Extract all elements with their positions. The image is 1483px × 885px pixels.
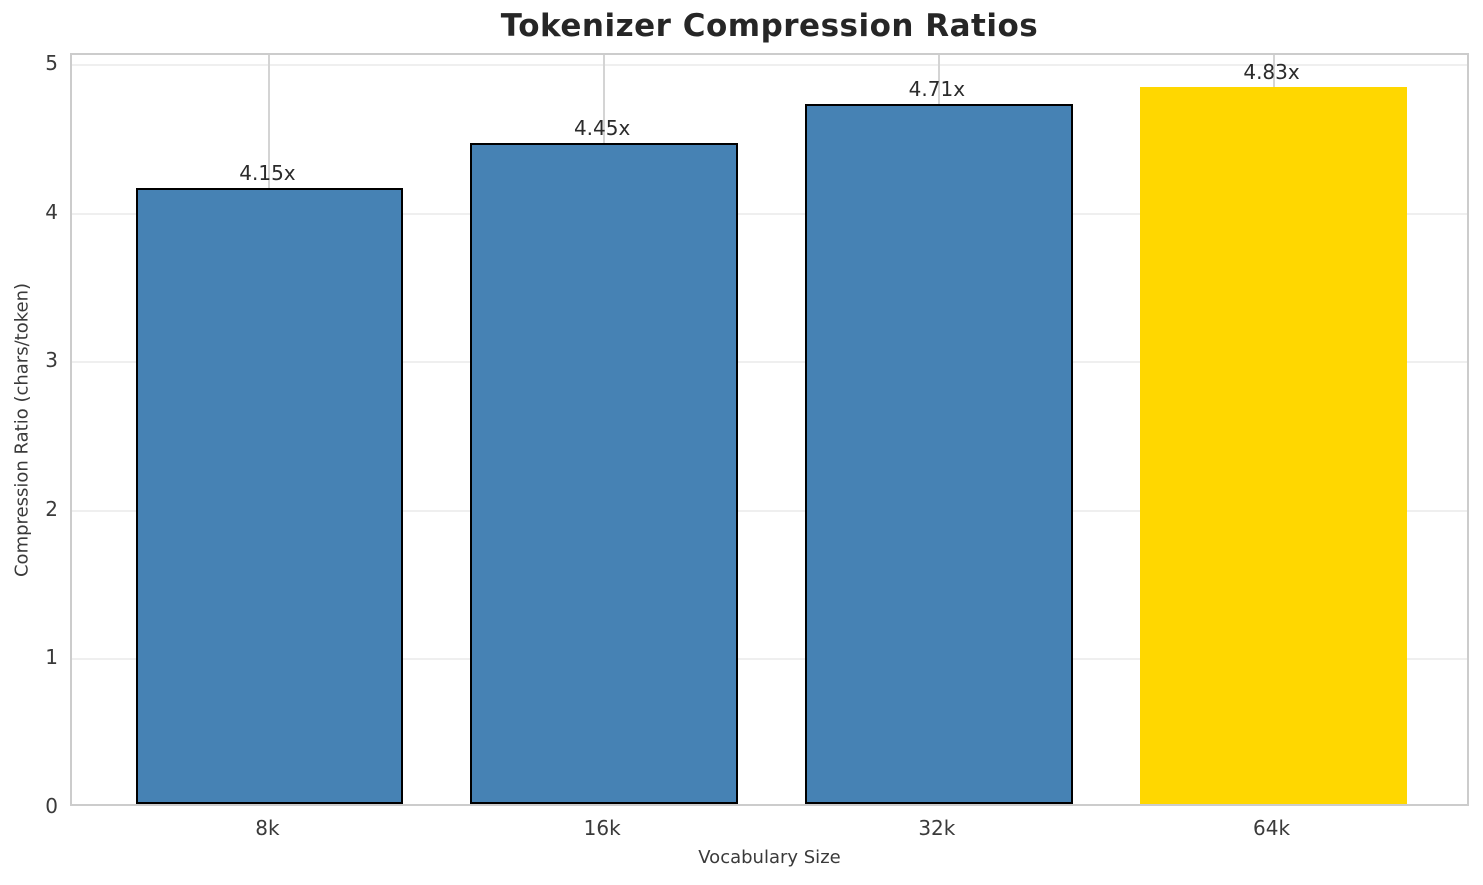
bar-value-label-16k: 4.45x: [573, 116, 631, 141]
x-tick-label-16k: 16k: [583, 816, 621, 840]
plot-area: [70, 53, 1469, 806]
x-axis-label: Vocabulary Size: [698, 847, 841, 868]
bar-8k: [135, 187, 404, 804]
y-tick-label-2: 2: [45, 496, 58, 521]
chart-title: Tokenizer Compression Ratios: [500, 8, 1039, 44]
hgridline-3: [72, 361, 1467, 364]
bar-value-label-32k: 4.71x: [908, 77, 966, 102]
y-tick-label-5: 5: [45, 51, 58, 76]
y-tick-label-4: 4: [45, 199, 58, 224]
y-tick-label-1: 1: [45, 645, 58, 670]
hgridline-5: [72, 64, 1467, 67]
y-tick-label-3: 3: [45, 348, 58, 373]
y-tick-label-0: 0: [45, 794, 58, 818]
bar-64k: [1139, 86, 1408, 804]
hgridline-4: [72, 212, 1467, 215]
hgridline-1: [72, 658, 1467, 661]
bar-value-label-64k: 4.83x: [1243, 59, 1300, 84]
x-tick-label-32k: 32k: [918, 816, 956, 840]
bar-32k: [804, 104, 1073, 804]
x-tick-label-8k: 8k: [255, 816, 280, 840]
bar-16k: [470, 143, 739, 804]
y-axis-label: Compression Ratio (chars/token): [11, 282, 33, 578]
x-tick-label-64k: 64k: [1253, 816, 1291, 840]
hgridline-2: [72, 509, 1467, 512]
bar-value-label-8k: 4.15x: [239, 160, 296, 185]
